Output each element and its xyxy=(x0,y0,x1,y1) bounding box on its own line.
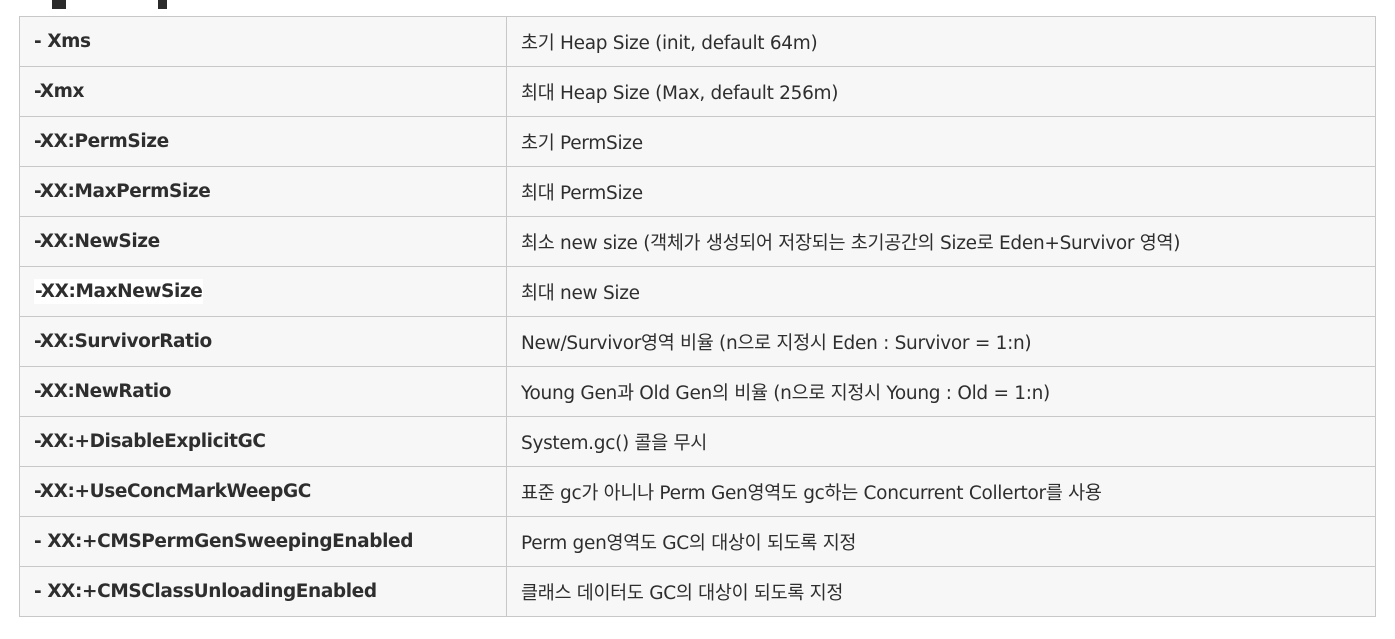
option-name: -XX:MaxPermSize xyxy=(19,166,507,217)
option-name: -XX:PermSize xyxy=(19,116,507,167)
option-name: -XX:NewSize xyxy=(19,216,507,267)
cropped-heading-glyph xyxy=(158,0,167,9)
table-row: -XX:NewSize 최소 new size (객체가 생성되어 저장되는 초… xyxy=(19,216,1376,267)
option-name: - Xms xyxy=(19,16,507,67)
option-name: -XX:+UseConcMarkWeepGC xyxy=(19,466,507,517)
option-description: Perm gen영역도 GC의 대상이 되도록 지정 xyxy=(506,516,1376,567)
table-row: -XX:SurvivorRatio New/Survivor영역 비율 (n으로… xyxy=(19,316,1376,367)
top-edge xyxy=(0,0,1395,12)
option-name: - XX:+CMSPermGenSweepingEnabled xyxy=(19,516,507,567)
option-description: 최대 new Size xyxy=(506,266,1376,317)
table-row: -XX:PermSize 초기 PermSize xyxy=(19,116,1376,167)
option-description: 초기 PermSize xyxy=(506,116,1376,167)
table-row: - XX:+CMSClassUnloadingEnabled 클래스 데이터도 … xyxy=(19,566,1376,617)
option-description: 표준 gc가 아니나 Perm Gen영역도 gc하는 Concurrent C… xyxy=(506,466,1376,517)
option-name: -Xmx xyxy=(19,66,507,117)
table-row: -XX:+DisableExplicitGC System.gc() 콜을 무시 xyxy=(19,416,1376,467)
option-description: Young Gen과 Old Gen의 비율 (n으로 지정시 Young : … xyxy=(506,366,1376,417)
table-row: -XX:MaxNewSize 최대 new Size xyxy=(19,266,1376,317)
highlighted-option-text: -XX:MaxNewSize xyxy=(34,279,204,304)
table-row: -XX:MaxPermSize 최대 PermSize xyxy=(19,166,1376,217)
table-row: - XX:+CMSPermGenSweepingEnabled Perm gen… xyxy=(19,516,1376,567)
option-name: -XX:NewRatio xyxy=(19,366,507,417)
option-description: New/Survivor영역 비율 (n으로 지정시 Eden : Surviv… xyxy=(506,316,1376,367)
option-name: -XX:+DisableExplicitGC xyxy=(19,416,507,467)
jvm-options-table: - Xms 초기 Heap Size (init, default 64m) -… xyxy=(19,16,1376,617)
option-description: 최소 new size (객체가 생성되어 저장되는 초기공간의 Size로 E… xyxy=(506,216,1376,267)
option-name: - XX:+CMSClassUnloadingEnabled xyxy=(19,566,507,617)
option-description: 최대 PermSize xyxy=(506,166,1376,217)
option-description: 클래스 데이터도 GC의 대상이 되도록 지정 xyxy=(506,566,1376,617)
option-name: -XX:MaxNewSize xyxy=(19,266,507,317)
cropped-heading-glyph xyxy=(52,0,66,9)
table-row: -Xmx 최대 Heap Size (Max, default 256m) xyxy=(19,66,1376,117)
option-description: System.gc() 콜을 무시 xyxy=(506,416,1376,467)
table-row: - Xms 초기 Heap Size (init, default 64m) xyxy=(19,16,1376,67)
option-description: 초기 Heap Size (init, default 64m) xyxy=(506,16,1376,67)
table-row: -XX:NewRatio Young Gen과 Old Gen의 비율 (n으로… xyxy=(19,366,1376,417)
option-name: -XX:SurvivorRatio xyxy=(19,316,507,367)
table-row: -XX:+UseConcMarkWeepGC 표준 gc가 아니나 Perm G… xyxy=(19,466,1376,517)
option-description: 최대 Heap Size (Max, default 256m) xyxy=(506,66,1376,117)
